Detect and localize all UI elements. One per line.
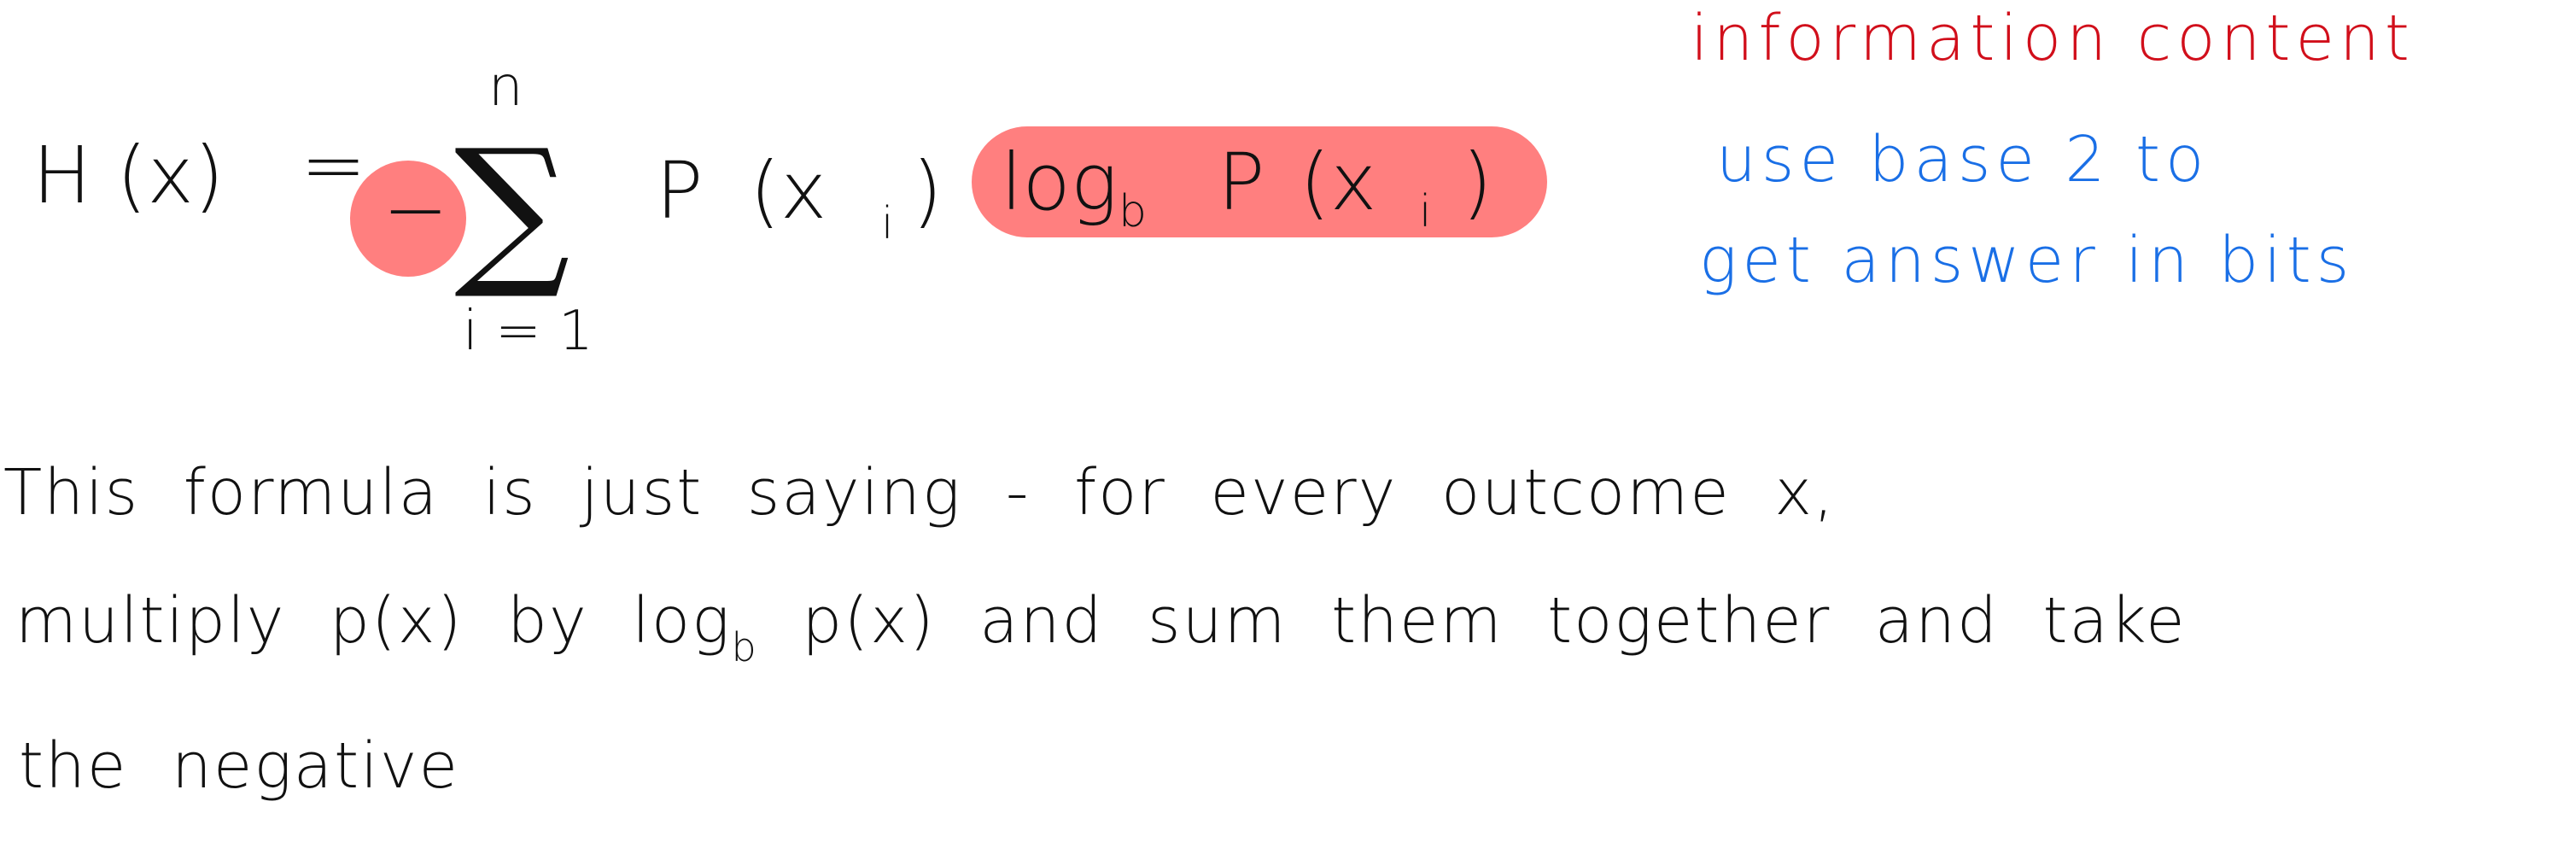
sum-symbol: ∑ — [454, 114, 570, 303]
base-note-line2: get answer in bits — [1699, 224, 2355, 297]
sum-upper-limit: n — [488, 56, 523, 119]
log-probability-arg: (x — [1300, 137, 1377, 228]
explanation-line-2-start: multiply p(x) by log — [15, 584, 732, 658]
explanation-line-2: multiply p(x) by logb p(x) and sum them … — [15, 589, 2187, 667]
information-content-highlight — [972, 126, 1547, 237]
base-note-line1: use base 2 to — [1716, 123, 2210, 196]
probability-p: P — [656, 145, 704, 237]
formula-lhs: H (x) — [32, 130, 225, 221]
formula-minus: − — [383, 164, 449, 255]
sum-lower-limit: i = 1 — [463, 300, 593, 363]
probability-arg-close: ) — [912, 145, 943, 237]
explanation-line-2-end: p(x) and sum them together and take — [802, 584, 2187, 658]
minus-sign-highlight — [350, 161, 466, 277]
information-content-note: information content — [1691, 2, 2415, 75]
log-label: log — [1001, 137, 1119, 228]
log-probability-p: P — [1218, 137, 1265, 228]
log-probability-arg-close: ) — [1462, 137, 1492, 228]
log-base: b — [1119, 186, 1148, 237]
explanation-line-2-log-base: b — [731, 624, 758, 670]
probability-arg: (x — [750, 145, 827, 237]
log-probability-arg-subscript: i — [1419, 186, 1432, 237]
formula-equals: = — [301, 120, 367, 211]
explanation-line-1: This formula is just saying - for every … — [3, 456, 1836, 529]
explanation-line-3: the negative — [19, 729, 460, 803]
probability-arg-subscript: i — [881, 198, 894, 249]
